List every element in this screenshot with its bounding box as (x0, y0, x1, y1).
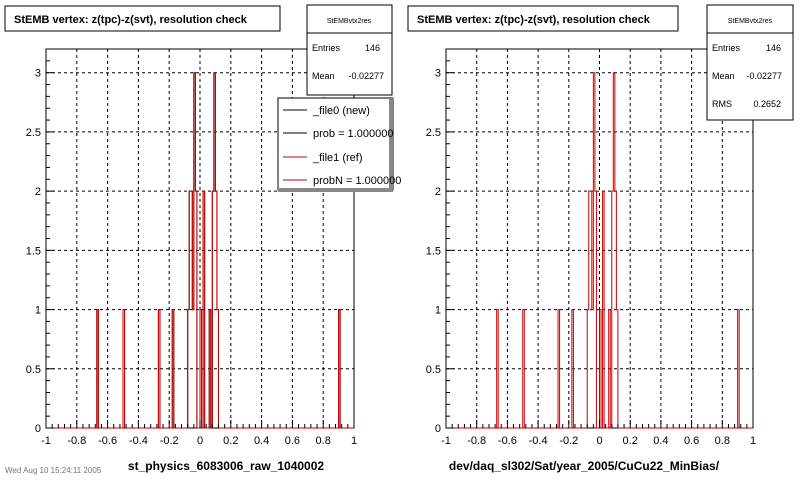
stats-rms-value: 0.2652 (753, 99, 781, 109)
x-tick-label: -1 (41, 435, 51, 447)
y-tick-label: 1 (435, 305, 441, 317)
x-tick-label: -0.8 (467, 435, 486, 447)
x-tick-label: 0.2 (623, 435, 638, 447)
stats-name: StEMBvtx2res (728, 18, 773, 25)
legend-label-new: _file0 (new) (312, 105, 370, 117)
y-tick-label: 2 (35, 186, 41, 198)
x-tick-label: -0.2 (559, 435, 578, 447)
left-pad: StEMB vertex: z(tpc)-z(svt), resolution … (4, 4, 401, 473)
stats-entries-value: 146 (365, 43, 380, 53)
y-tick-label: 0.5 (26, 364, 41, 376)
x-tick-label: 0.8 (715, 435, 730, 447)
x-tick-label: 0.4 (254, 435, 269, 447)
x-tick-label: 0.6 (684, 435, 699, 447)
stats-mean-value: -0.02277 (746, 71, 782, 81)
x-tick-label: 0.8 (316, 435, 331, 447)
x-tick-label: -0.6 (498, 435, 517, 447)
chart-title: StEMB vertex: z(tpc)-z(svt), resolution … (417, 14, 651, 26)
x-tick-label: 0 (596, 435, 602, 447)
stats-entries-label: Entries (312, 43, 341, 53)
stats-name: StEMBvtx2res (327, 18, 372, 25)
stats-mean-label: Mean (712, 71, 735, 81)
stats-entries-label: Entries (712, 43, 741, 53)
legend: _file0 (new) prob = 1.000000 _file1 (ref… (277, 97, 401, 192)
y-tick-label: 0 (435, 423, 441, 435)
x-tick-label: 1 (351, 435, 357, 447)
timestamp-footer: Wed Aug 10 15:24:11 2005 (5, 466, 102, 475)
stats-box: StEMBvtx2res Entries 146 Mean -0.02277 R… (706, 4, 794, 121)
stats-entries-value: 146 (766, 43, 781, 53)
x-tick-label: 0.6 (285, 435, 300, 447)
y-tick-label: 2 (435, 186, 441, 198)
y-tick-label: 0 (35, 423, 41, 435)
x-tick-label: 0.4 (653, 435, 668, 447)
y-tick-label: 3 (35, 68, 41, 80)
y-tick-label: 0.5 (426, 364, 441, 376)
x-tick-label: -0.4 (529, 435, 548, 447)
y-tick-label: 1.5 (426, 245, 441, 257)
x-tick-label: 0 (197, 435, 203, 447)
x-axis-title: st_physics_6083006_raw_1040002 (128, 459, 324, 473)
chart-title: StEMB vertex: z(tpc)-z(svt), resolution … (14, 14, 248, 26)
stats-rms-label: RMS (712, 99, 732, 109)
stats-mean-value: -0.02277 (348, 71, 384, 81)
x-tick-label: -1 (441, 435, 451, 447)
x-tick-label: -0.8 (67, 435, 86, 447)
x-tick-label: -0.2 (160, 435, 179, 447)
stats-box: StEMBvtx2res Entries 146 Mean -0.02277 (306, 4, 393, 96)
y-tick-label: 2.5 (426, 127, 441, 139)
y-tick-label: 1.5 (26, 245, 41, 257)
y-tick-label: 2.5 (26, 127, 41, 139)
x-axis-title: dev/daq_sl302/Sat/year_2005/CuCu22_MinBi… (449, 459, 720, 473)
x-tick-label: 0.2 (223, 435, 238, 447)
legend-label-ref: _file1 (ref) (312, 152, 363, 164)
stats-mean-label: Mean (312, 71, 335, 81)
x-tick-label: -0.4 (129, 435, 148, 447)
title-box (407, 5, 679, 32)
right-pad: StEMB vertex: z(tpc)-z(svt), resolution … (407, 4, 794, 473)
x-tick-label: 1 (750, 435, 756, 447)
x-tick-label: -0.6 (98, 435, 117, 447)
legend-label-probn: probN = 1.000000 (313, 175, 401, 187)
y-tick-label: 1 (35, 305, 41, 317)
legend-label-prob: prob = 1.000000 (313, 128, 393, 140)
title-box (4, 5, 281, 32)
y-tick-label: 3 (435, 68, 441, 80)
